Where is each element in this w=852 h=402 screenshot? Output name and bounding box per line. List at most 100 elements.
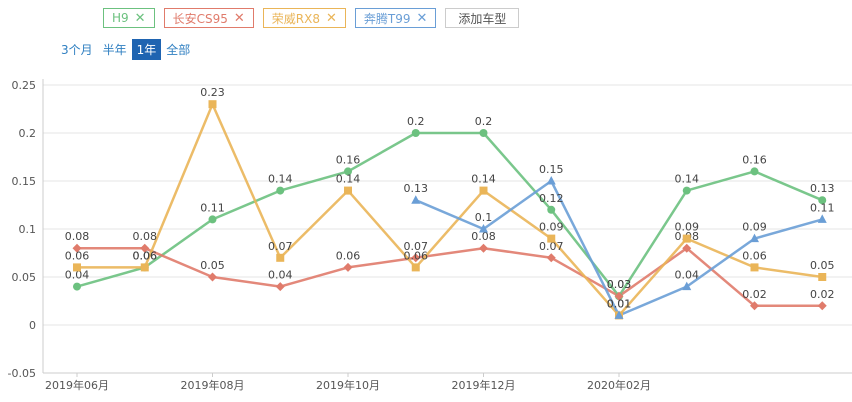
data-label: 0.03 (607, 278, 632, 291)
data-label: 0.07 (268, 240, 293, 253)
data-point (546, 176, 556, 185)
data-point (547, 234, 556, 243)
data-point (140, 263, 149, 272)
data-label: 0.01 (607, 297, 632, 310)
data-point (818, 273, 827, 281)
x-tick-label: 2019年08月 (181, 378, 245, 392)
range-option-2[interactable]: 半年 (102, 43, 127, 57)
data-label: 0.09 (675, 221, 700, 234)
close-icon[interactable]: ✕ (134, 10, 146, 26)
data-point (411, 195, 421, 204)
data-label: 0.04 (675, 269, 700, 282)
data-label: 0.11 (200, 201, 225, 214)
y-tick-label: 0.05 (12, 271, 37, 284)
data-point (750, 263, 759, 272)
vehicle-tag-3[interactable]: 荣威RX8 ✕ (262, 8, 346, 28)
y-tick-label: 0.15 (12, 175, 37, 188)
data-label: 0.05 (810, 259, 835, 272)
data-label: 0.08 (471, 230, 496, 243)
data-point (750, 233, 759, 243)
data-point (73, 263, 81, 272)
x-tick-label: 2019年10月 (316, 378, 380, 392)
vehicle-tag-label: 荣威RX8 (271, 11, 320, 26)
data-point (682, 186, 691, 195)
data-point (546, 253, 556, 263)
data-point (614, 310, 624, 319)
data-label: 0.14 (471, 173, 496, 186)
data-point (818, 196, 827, 205)
time-range-selector: 3个月 半年 1年 全部 (56, 39, 195, 60)
vehicle-tag-label: 长安CS95 (172, 11, 228, 26)
data-point (479, 243, 488, 253)
data-label: 0.05 (200, 259, 225, 272)
data-point (817, 301, 827, 311)
data-label: 0.1 (475, 211, 493, 224)
data-label: 0.06 (336, 249, 361, 262)
y-tick-label: -0.05 (8, 367, 36, 380)
data-point (72, 243, 82, 253)
x-tick-label: 2019年12月 (452, 378, 516, 392)
data-label: 0.04 (268, 269, 293, 282)
data-label: 0.2 (407, 115, 425, 128)
close-icon[interactable]: ✕ (233, 10, 245, 26)
data-point (411, 263, 420, 272)
data-label: 0.2 (475, 115, 493, 128)
data-point (479, 186, 488, 195)
series-line-2 (77, 246, 823, 308)
data-point (411, 129, 420, 137)
add-vehicle-button[interactable]: 添加车型 (445, 8, 520, 28)
x-tick-label: 2019年06月 (45, 378, 109, 392)
y-tick-label: 0.1 (19, 223, 37, 236)
data-point (343, 262, 353, 272)
data-label: 0.06 (133, 249, 158, 262)
data-point (208, 272, 217, 282)
data-point (614, 291, 624, 301)
series-line-3 (77, 102, 823, 317)
data-label: 0.01 (607, 297, 632, 310)
data-point (344, 167, 352, 176)
y-tick-label: 0.2 (19, 127, 37, 140)
data-label: 0.06 (65, 249, 90, 262)
data-point (682, 234, 691, 243)
data-point (479, 129, 488, 137)
data-label: 0.06 (404, 249, 429, 262)
data-label: 0.15 (539, 163, 564, 176)
data-label: 0.07 (539, 240, 564, 253)
data-label: 0.09 (742, 221, 767, 234)
data-point (140, 243, 150, 253)
vehicle-tag-label: 奔腾T99 (363, 11, 411, 26)
vehicle-tag-bar: H9 ✕ 长安CS95 ✕ 荣威RX8 ✕ 奔腾T99 ✕ 添加车型 (103, 8, 520, 28)
vehicle-tag-4[interactable]: 奔腾T99 ✕ (354, 8, 437, 28)
data-point (547, 205, 556, 214)
range-option-3[interactable]: 1年 (131, 39, 162, 60)
close-icon[interactable]: ✕ (416, 10, 428, 26)
y-tick-label: 0.25 (12, 79, 37, 92)
data-point (275, 282, 285, 292)
data-point (682, 281, 692, 291)
data-point (479, 224, 488, 233)
data-point (208, 215, 217, 224)
data-label: 0.16 (742, 153, 767, 166)
close-icon[interactable]: ✕ (325, 10, 337, 26)
data-label: 0.13 (404, 182, 429, 195)
data-label: 0.06 (742, 249, 767, 262)
x-tick-label: 2020年02月 (587, 378, 651, 392)
data-point (276, 186, 285, 195)
data-label: 0.08 (133, 230, 158, 243)
data-label: 0.23 (200, 86, 225, 99)
data-label: 0.14 (336, 173, 361, 186)
vehicle-tag-label: H9 (112, 11, 129, 25)
data-label: 0.09 (539, 221, 564, 234)
data-point (73, 282, 81, 291)
range-option-1[interactable]: 3个月 (61, 43, 93, 57)
y-tick-label: 0 (29, 319, 36, 332)
range-option-4[interactable]: 全部 (166, 43, 191, 57)
vehicle-tag-2[interactable]: 长安CS95 ✕ (163, 8, 254, 28)
data-label: 0.02 (810, 288, 835, 301)
data-point (344, 186, 352, 195)
vehicle-tag-1[interactable]: H9 ✕ (103, 8, 155, 28)
data-label: 0.14 (675, 173, 700, 186)
data-point (276, 253, 285, 262)
data-label: 0.13 (810, 182, 835, 195)
data-label: 0.11 (810, 201, 835, 214)
